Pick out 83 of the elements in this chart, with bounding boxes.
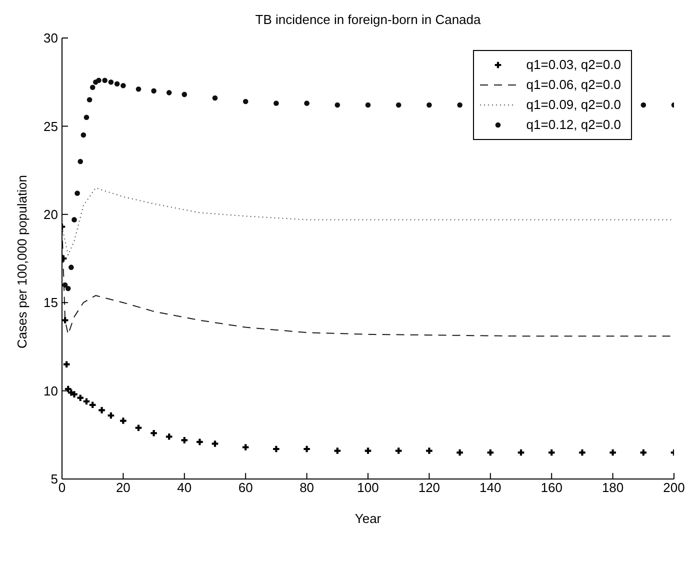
point — [334, 448, 341, 454]
x-tick-label: 80 — [300, 480, 314, 496]
point — [548, 449, 555, 456]
point — [72, 217, 77, 222]
point — [640, 102, 646, 108]
point — [102, 78, 108, 83]
point — [182, 92, 188, 98]
x-tick-label: 60 — [238, 480, 253, 496]
y-tick-label: 5 — [50, 472, 58, 487]
point — [64, 386, 72, 392]
point — [120, 82, 126, 88]
x-tick-label: 180 — [602, 480, 624, 496]
legend-label: q1=0.06, q2=0.0 — [526, 76, 621, 94]
point — [89, 402, 96, 408]
point — [426, 448, 432, 454]
x-tick-label: 200 — [663, 480, 685, 496]
x-tick-label: 160 — [540, 480, 562, 496]
point — [456, 449, 463, 456]
point — [136, 86, 142, 92]
point — [457, 102, 462, 108]
point — [90, 84, 96, 90]
point — [108, 79, 114, 85]
point — [150, 430, 157, 436]
point — [181, 437, 188, 444]
legend-label: q1=0.09, q2=0.0 — [526, 96, 621, 114]
y-tick-label: 15 — [44, 295, 58, 310]
point — [77, 394, 84, 401]
point — [78, 158, 84, 164]
y-tick-label: 10 — [44, 383, 58, 398]
y-tick-label: 30 — [44, 30, 58, 46]
point — [396, 102, 402, 108]
point — [426, 102, 432, 108]
point — [518, 449, 524, 456]
x-tick-label: 120 — [418, 480, 440, 496]
point — [395, 448, 402, 454]
point — [63, 361, 70, 368]
point — [273, 446, 280, 452]
point — [74, 190, 80, 196]
point — [68, 264, 74, 270]
point — [120, 418, 126, 424]
point — [114, 81, 120, 87]
legend-label: q1=0.03, q2=0.0 — [526, 56, 621, 74]
point — [242, 444, 249, 450]
x-tick-label: 40 — [177, 480, 192, 496]
x-tick-label: 0 — [58, 480, 66, 496]
point — [135, 424, 142, 431]
point — [365, 102, 371, 108]
x-tick-label: 100 — [357, 480, 379, 496]
point — [86, 97, 92, 102]
point — [610, 449, 616, 456]
point — [640, 449, 647, 456]
point — [166, 90, 172, 96]
point — [334, 102, 340, 108]
point — [151, 88, 156, 94]
point — [304, 446, 310, 452]
point — [274, 100, 279, 106]
point — [212, 95, 218, 101]
x-tick-label: 20 — [116, 480, 130, 496]
point — [242, 98, 248, 104]
y-axis-title: Cases per 100,000 population — [14, 175, 30, 348]
point — [62, 317, 68, 324]
point — [364, 448, 372, 454]
point — [96, 78, 102, 83]
point — [196, 438, 203, 446]
point — [579, 449, 586, 456]
point — [166, 434, 172, 440]
x-axis-title: Year — [354, 511, 382, 526]
point — [98, 407, 105, 414]
point — [84, 114, 90, 120]
y-tick-label: 20 — [44, 207, 58, 222]
legend-label: q1=0.12, q2=0.0 — [526, 116, 621, 134]
point — [487, 449, 494, 456]
line-series — [62, 187, 674, 256]
point — [65, 286, 71, 292]
point — [304, 100, 310, 106]
y-tick-label: 25 — [44, 118, 58, 134]
x-tick-label: 140 — [480, 480, 502, 496]
point — [212, 440, 218, 447]
chart-title: TB incidence in foreign-born in Canada — [254, 12, 482, 27]
point — [62, 282, 68, 288]
point — [83, 398, 90, 405]
point — [80, 132, 86, 138]
point — [108, 412, 114, 419]
